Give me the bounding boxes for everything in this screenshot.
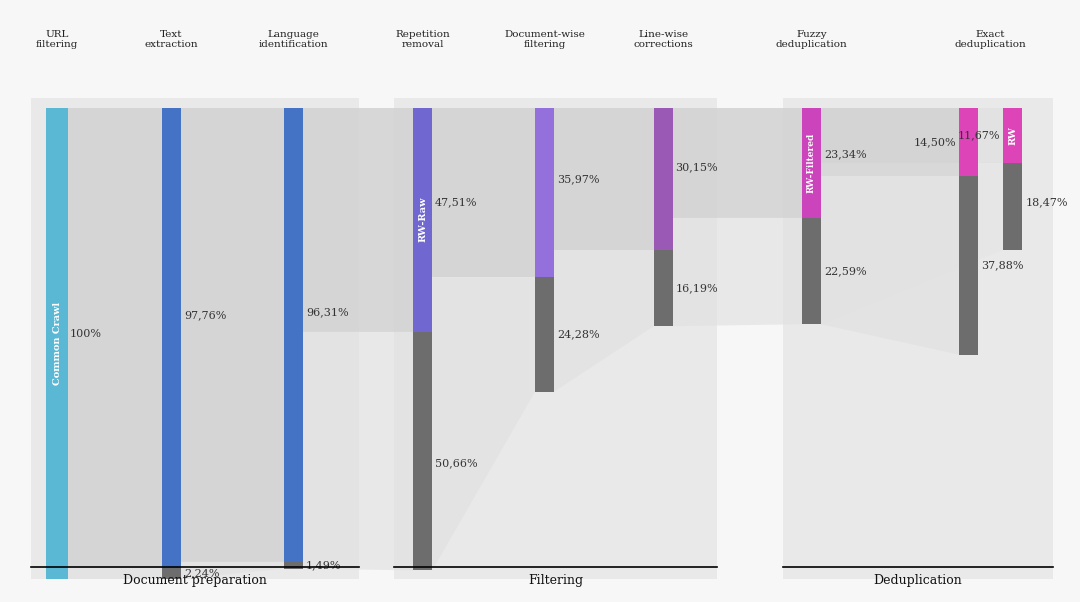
Text: Document-wise
filtering: Document-wise filtering — [504, 29, 585, 49]
Text: 11,67%: 11,67% — [958, 130, 1000, 140]
Polygon shape — [303, 332, 414, 570]
Polygon shape — [821, 108, 959, 176]
Bar — [959, 108, 977, 176]
Polygon shape — [821, 163, 1003, 324]
Text: 2,24%: 2,24% — [184, 569, 219, 579]
Polygon shape — [554, 108, 653, 250]
Text: Text
extraction: Text extraction — [145, 29, 199, 49]
Text: 18,47%: 18,47% — [1025, 197, 1068, 207]
Bar — [653, 250, 673, 326]
Text: 47,51%: 47,51% — [435, 197, 477, 207]
Text: RW-Filtered: RW-Filtered — [807, 132, 816, 193]
Text: 37,88%: 37,88% — [981, 261, 1023, 270]
Bar — [802, 108, 821, 218]
Bar — [414, 332, 432, 570]
Bar — [1003, 163, 1023, 250]
Text: 100%: 100% — [69, 329, 102, 339]
Text: Exact
deduplication: Exact deduplication — [955, 29, 1026, 49]
Polygon shape — [821, 176, 959, 355]
Text: Repetition
removal: Repetition removal — [395, 29, 450, 49]
Bar — [284, 108, 303, 562]
Polygon shape — [67, 108, 162, 568]
Bar — [284, 562, 303, 569]
Text: 35,97%: 35,97% — [557, 174, 599, 184]
Text: 24,28%: 24,28% — [557, 329, 599, 340]
Text: Document preparation: Document preparation — [123, 574, 267, 588]
Text: 16,19%: 16,19% — [676, 283, 718, 293]
Bar — [46, 108, 68, 579]
Polygon shape — [432, 278, 535, 570]
Bar — [959, 176, 977, 355]
Polygon shape — [432, 108, 535, 278]
Text: 50,66%: 50,66% — [435, 458, 477, 468]
Polygon shape — [554, 250, 653, 392]
Text: 23,34%: 23,34% — [824, 149, 866, 159]
Bar — [1003, 108, 1023, 163]
Bar — [414, 108, 432, 332]
Bar — [653, 108, 673, 250]
Text: 97,76%: 97,76% — [184, 310, 227, 320]
Polygon shape — [673, 108, 802, 218]
Text: 30,15%: 30,15% — [676, 163, 718, 173]
Bar — [162, 568, 181, 579]
Polygon shape — [181, 562, 284, 579]
Bar — [162, 108, 181, 568]
Text: 96,31%: 96,31% — [306, 307, 349, 317]
Bar — [535, 278, 554, 392]
Text: 1,49%: 1,49% — [306, 560, 341, 570]
Polygon shape — [821, 108, 1003, 163]
Text: 14,50%: 14,50% — [914, 137, 956, 147]
Text: Deduplication: Deduplication — [874, 574, 962, 588]
Text: Fuzzy
deduplication: Fuzzy deduplication — [775, 29, 848, 49]
Text: RW: RW — [1009, 126, 1017, 144]
Bar — [394, 98, 717, 579]
Text: RW-Raw: RW-Raw — [418, 197, 428, 243]
Text: 22,59%: 22,59% — [824, 266, 866, 276]
Text: URL
filtering: URL filtering — [36, 29, 79, 49]
Text: Filtering: Filtering — [528, 574, 583, 588]
Bar — [783, 98, 1053, 579]
Bar — [535, 108, 554, 278]
Polygon shape — [673, 218, 802, 326]
Text: Line-wise
corrections: Line-wise corrections — [633, 29, 693, 49]
Polygon shape — [67, 568, 162, 579]
Text: Common Crawl: Common Crawl — [53, 302, 62, 385]
Bar — [802, 218, 821, 324]
Bar — [30, 98, 360, 579]
Text: Language
identification: Language identification — [258, 29, 328, 49]
Polygon shape — [303, 108, 414, 332]
Polygon shape — [181, 108, 284, 562]
